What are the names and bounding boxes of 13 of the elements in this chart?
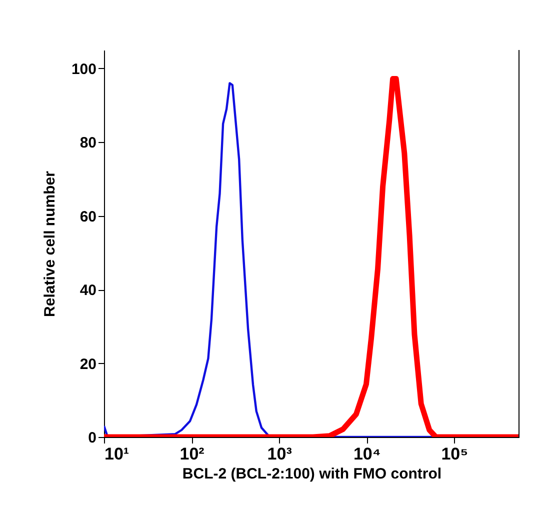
y-tick-label: 100: [71, 60, 96, 78]
y-tick-label: 80: [80, 134, 96, 152]
y-tick-label: 0: [88, 430, 96, 446]
y-axis-title: Relative cell number: [41, 170, 58, 317]
y-tick-label: 20: [80, 356, 96, 373]
x-tick-label: 10²: [180, 444, 205, 464]
x-tick-label: 10³: [267, 444, 292, 464]
y-tick-label: 40: [80, 282, 96, 300]
x-axis-title: BCL-2 (BCL-2:100) with FMO control: [182, 466, 442, 482]
y-tick-label: 60: [80, 208, 96, 226]
x-tick-label: 10⁴: [353, 444, 381, 464]
x-tick-label: 10⁵: [441, 444, 468, 464]
x-tick-label: 10¹: [104, 444, 130, 464]
